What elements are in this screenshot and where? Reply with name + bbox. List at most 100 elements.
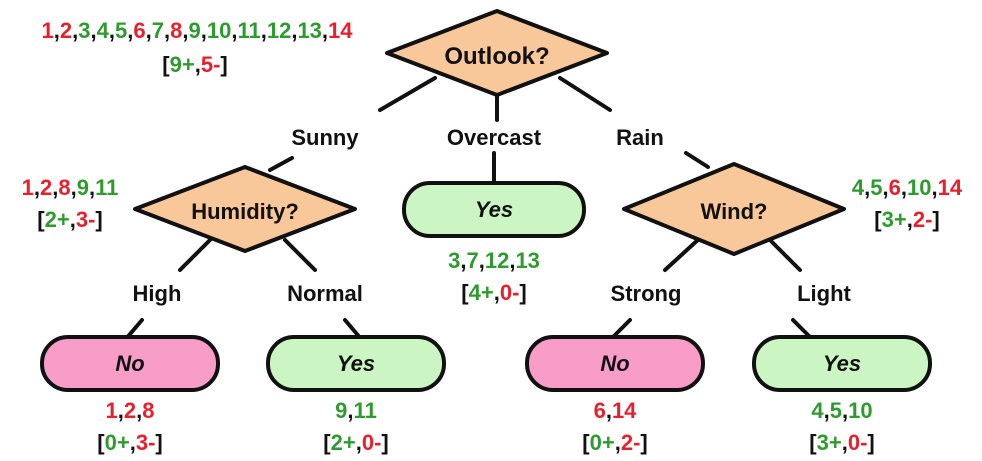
example-id: 8 — [170, 18, 182, 43]
light-yes-leaf — [752, 335, 932, 392]
wind-decision-node — [622, 162, 846, 256]
example-id: 11 — [95, 175, 118, 200]
positive-count: 3+ — [882, 207, 907, 232]
edge-sunny-humidity — [268, 156, 294, 172]
positive-count: 2+ — [331, 430, 356, 455]
example-id: 6 — [594, 398, 606, 423]
example-id: 8 — [142, 398, 154, 423]
example-id: 2 — [40, 175, 52, 200]
example-id: 13 — [515, 248, 539, 273]
example-id: 4 — [97, 18, 110, 43]
wind-count: [3+,2-] — [874, 207, 939, 232]
wind-examples: 4,5,6,10,14 — [852, 175, 963, 200]
normal-examples: 9,11 — [335, 398, 377, 423]
example-id: 1 — [106, 398, 118, 423]
high-no-leaf — [40, 335, 220, 392]
example-id: 9 — [77, 175, 89, 200]
root-count: [9+,5-] — [162, 52, 227, 77]
edge-rain-wind — [684, 151, 710, 169]
high-no-label: No — [115, 351, 144, 376]
light-examples: 4,5,10 — [811, 398, 872, 423]
humidity-examples: 1,2,8,9,11 — [22, 175, 119, 200]
high-examples: 1,2,8 — [106, 398, 155, 423]
negative-count: 2- — [913, 207, 933, 232]
example-id: 10 — [848, 398, 872, 423]
example-id: 5 — [870, 175, 882, 200]
example-id: 6 — [889, 175, 901, 200]
root-examples: 1,2,3,4,5,6,7,8,9,10,11,12,13,14 — [41, 18, 353, 43]
edge-outlook-sunny — [378, 76, 437, 112]
example-id: 11 — [237, 18, 260, 43]
example-id: 9 — [335, 398, 347, 423]
overcast-yes-label: Yes — [475, 197, 513, 222]
example-id: 12 — [267, 18, 291, 43]
example-id: 2 — [60, 18, 72, 43]
example-id: 4 — [811, 398, 824, 423]
overcast-count: [4+,0-] — [461, 280, 526, 305]
edge-wind-strong — [663, 236, 702, 272]
negative-count: 3- — [136, 430, 156, 455]
example-id: 1 — [41, 18, 53, 43]
edge-humidity-high — [178, 238, 212, 272]
humidity-count: [2+,3-] — [37, 207, 102, 232]
negative-count: 3- — [76, 207, 96, 232]
positive-count: 2+ — [45, 207, 70, 232]
humidity-question: Humidity? — [191, 199, 299, 224]
example-id: 14 — [612, 398, 637, 423]
example-id: 13 — [297, 18, 321, 43]
outlook-decision-node — [385, 9, 609, 97]
overcast-yes-leaf — [402, 181, 586, 238]
strong-count: [0+,2-] — [582, 430, 647, 455]
example-id: 8 — [58, 175, 70, 200]
branch-high-label: High — [133, 281, 182, 306]
light-yes-label: Yes — [823, 351, 861, 376]
example-id: 11 — [354, 398, 377, 423]
negative-count: 0- — [500, 280, 520, 305]
example-id: 3 — [78, 18, 90, 43]
example-id: 5 — [115, 18, 127, 43]
example-id: 9 — [188, 18, 200, 43]
negative-count: 2- — [621, 430, 641, 455]
example-id: 14 — [328, 18, 353, 43]
light-count: [3+,0-] — [809, 430, 874, 455]
normal-count: [2+,0-] — [323, 430, 388, 455]
strong-no-leaf — [525, 335, 705, 392]
outlook-question: Outlook? — [444, 43, 549, 70]
negative-count: 5- — [201, 52, 221, 77]
positive-count: 4+ — [469, 280, 494, 305]
branch-overcast-label: Overcast — [447, 125, 542, 150]
wind-question: Wind? — [701, 199, 768, 224]
negative-count: 0- — [362, 430, 382, 455]
example-id: 4 — [852, 175, 865, 200]
high-count: [0+,3-] — [97, 430, 162, 455]
example-id: 10 — [207, 18, 231, 43]
humidity-decision-node — [133, 165, 357, 253]
branch-strong-label: Strong — [611, 281, 682, 306]
example-id: 3 — [448, 248, 460, 273]
edge-wind-light — [766, 236, 802, 272]
example-id: 10 — [907, 175, 931, 200]
normal-yes-leaf — [266, 335, 446, 392]
positive-count: 9+ — [170, 52, 195, 77]
example-id: 2 — [124, 398, 136, 423]
positive-count: 3+ — [817, 430, 842, 455]
branch-light-label: Light — [797, 281, 851, 306]
strong-no-label: No — [600, 351, 629, 376]
example-id: 12 — [485, 248, 509, 273]
normal-yes-label: Yes — [337, 351, 375, 376]
overcast-examples: 3,7,12,13 — [448, 248, 540, 273]
negative-count: 0- — [848, 430, 868, 455]
example-id: 14 — [938, 175, 963, 200]
example-id: 6 — [133, 18, 145, 43]
positive-count: 0+ — [105, 430, 130, 455]
example-id: 7 — [466, 248, 478, 273]
example-id: 1 — [22, 175, 34, 200]
positive-count: 0+ — [590, 430, 615, 455]
branch-normal-label: Normal — [287, 281, 363, 306]
branch-sunny-label: Sunny — [291, 125, 359, 150]
edge-outlook-rain — [558, 76, 612, 112]
edge-humidity-normal — [283, 238, 317, 272]
example-id: 5 — [830, 398, 842, 423]
strong-examples: 6,14 — [594, 398, 638, 423]
